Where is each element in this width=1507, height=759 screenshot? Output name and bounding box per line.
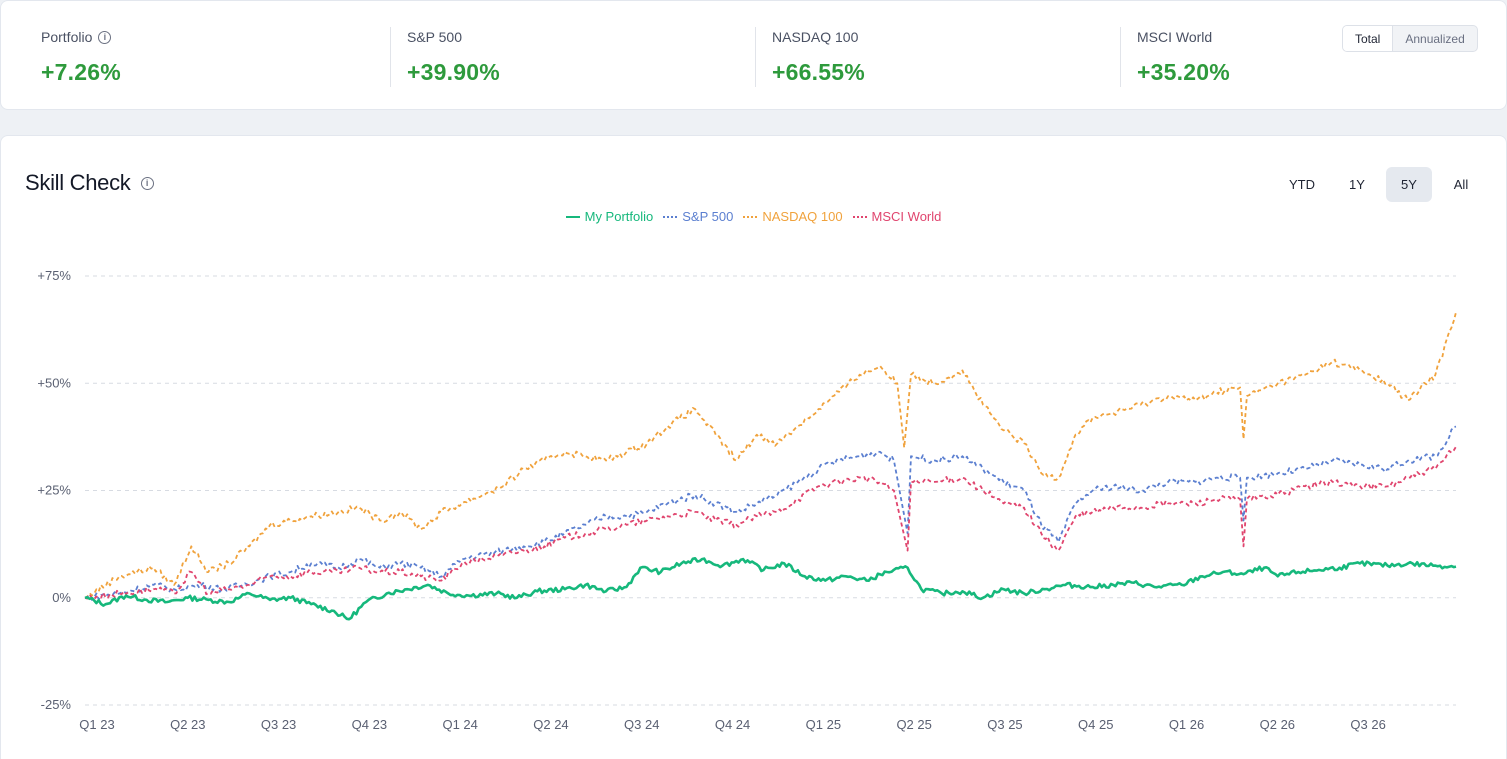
legend-item[interactable]: S&P 500 xyxy=(663,209,733,224)
time-range-selector: YTD 1Y 5Y All xyxy=(1276,167,1490,202)
chart-title: Skill Check xyxy=(25,170,131,195)
legend-label: S&P 500 xyxy=(682,209,734,224)
legend-label: My Portfolio xyxy=(584,209,654,224)
range-1y[interactable]: 1Y xyxy=(1349,177,1365,192)
y-tick-label: -25% xyxy=(41,697,72,712)
x-tick-label: Q3 26 xyxy=(1350,717,1385,732)
stat-label: S&P 500 xyxy=(407,29,463,45)
stat-sp500: S&P 500 +39.90% xyxy=(407,27,500,91)
x-tick-label: Q3 23 xyxy=(261,717,296,732)
toggle-total[interactable]: Total xyxy=(1343,26,1394,51)
x-tick-label: Q1 24 xyxy=(442,717,477,732)
chart-legend: My Portfolio S&P 500 NASDAQ 100 MSCI World xyxy=(1,209,1507,224)
legend-swatch xyxy=(743,215,758,218)
legend-swatch xyxy=(565,215,580,218)
legend-item[interactable]: MSCI World xyxy=(852,209,942,224)
x-tick-label: Q1 25 xyxy=(806,717,841,732)
x-tick-label: Q2 23 xyxy=(170,717,205,732)
stat-value: +7.26% xyxy=(41,59,121,85)
divider xyxy=(755,27,756,87)
stat-value: +39.90% xyxy=(407,59,500,85)
line-chart: +75% +50% +25% 0% -25% Q1 23 Q2 23 Q3 23 Q4 23 Q1… xyxy=(37,268,1457,732)
range-ytd[interactable]: YTD xyxy=(1289,177,1315,192)
stat-msci-world: MSCI World +35.20% xyxy=(1137,27,1230,91)
y-tick-label: +75% xyxy=(37,268,71,283)
x-tick-label: Q4 25 xyxy=(1078,717,1113,732)
divider xyxy=(390,27,391,87)
stat-portfolio: Portfolio i +7.26% xyxy=(41,27,121,91)
range-5y[interactable]: 5Y xyxy=(1386,167,1432,202)
x-tick-label: Q3 24 xyxy=(624,717,659,732)
info-icon[interactable]: i xyxy=(98,30,112,44)
skill-check-card: +75% +50% +25% 0% -25% Q1 23 Q2 23 Q3 23 Q4 23 Q1… xyxy=(0,135,1507,759)
series-line-msci-world[interactable] xyxy=(84,446,1457,601)
range-all[interactable]: All xyxy=(1453,177,1469,192)
y-tick-label: +50% xyxy=(37,375,71,390)
legend-label: MSCI World xyxy=(871,209,942,224)
divider xyxy=(1120,27,1121,87)
stat-value: +35.20% xyxy=(1137,59,1230,85)
x-tick-label: Q2 24 xyxy=(533,717,568,732)
x-tick-label: Q1 26 xyxy=(1169,717,1204,732)
legend-item[interactable]: My Portfolio xyxy=(565,209,654,224)
stat-value: +66.55% xyxy=(772,59,865,85)
info-icon[interactable]: i xyxy=(140,176,154,190)
legend-swatch xyxy=(852,215,867,218)
x-tick-label: Q2 26 xyxy=(1260,717,1295,732)
series-line-s-p-500[interactable] xyxy=(84,425,1457,601)
x-tick-label: Q2 25 xyxy=(896,717,931,732)
x-tick-label: Q1 23 xyxy=(79,717,114,732)
legend-swatch xyxy=(663,215,678,218)
performance-summary: Portfolio i +7.26% S&P 500 +39.90% NASDA… xyxy=(0,0,1507,110)
series-line-my-portfolio[interactable] xyxy=(84,557,1457,621)
y-tick-label: +25% xyxy=(37,483,71,498)
stat-nasdaq100: NASDAQ 100 +66.55% xyxy=(772,27,865,91)
toggle-annualized[interactable]: Annualized xyxy=(1405,31,1465,46)
return-mode-toggle: Total Annualized xyxy=(1342,25,1478,52)
stat-label: MSCI World xyxy=(1137,29,1213,45)
legend-label: NASDAQ 100 xyxy=(762,209,843,224)
x-tick-label: Q4 24 xyxy=(715,717,750,732)
y-tick-label: 0% xyxy=(52,590,71,605)
x-tick-label: Q4 23 xyxy=(352,717,387,732)
series-line-nasdaq-100[interactable] xyxy=(84,312,1457,599)
stat-label: Portfolio xyxy=(41,29,93,45)
x-tick-label: Q3 25 xyxy=(987,717,1022,732)
stat-label: NASDAQ 100 xyxy=(772,29,859,45)
legend-item[interactable]: NASDAQ 100 xyxy=(743,209,843,224)
